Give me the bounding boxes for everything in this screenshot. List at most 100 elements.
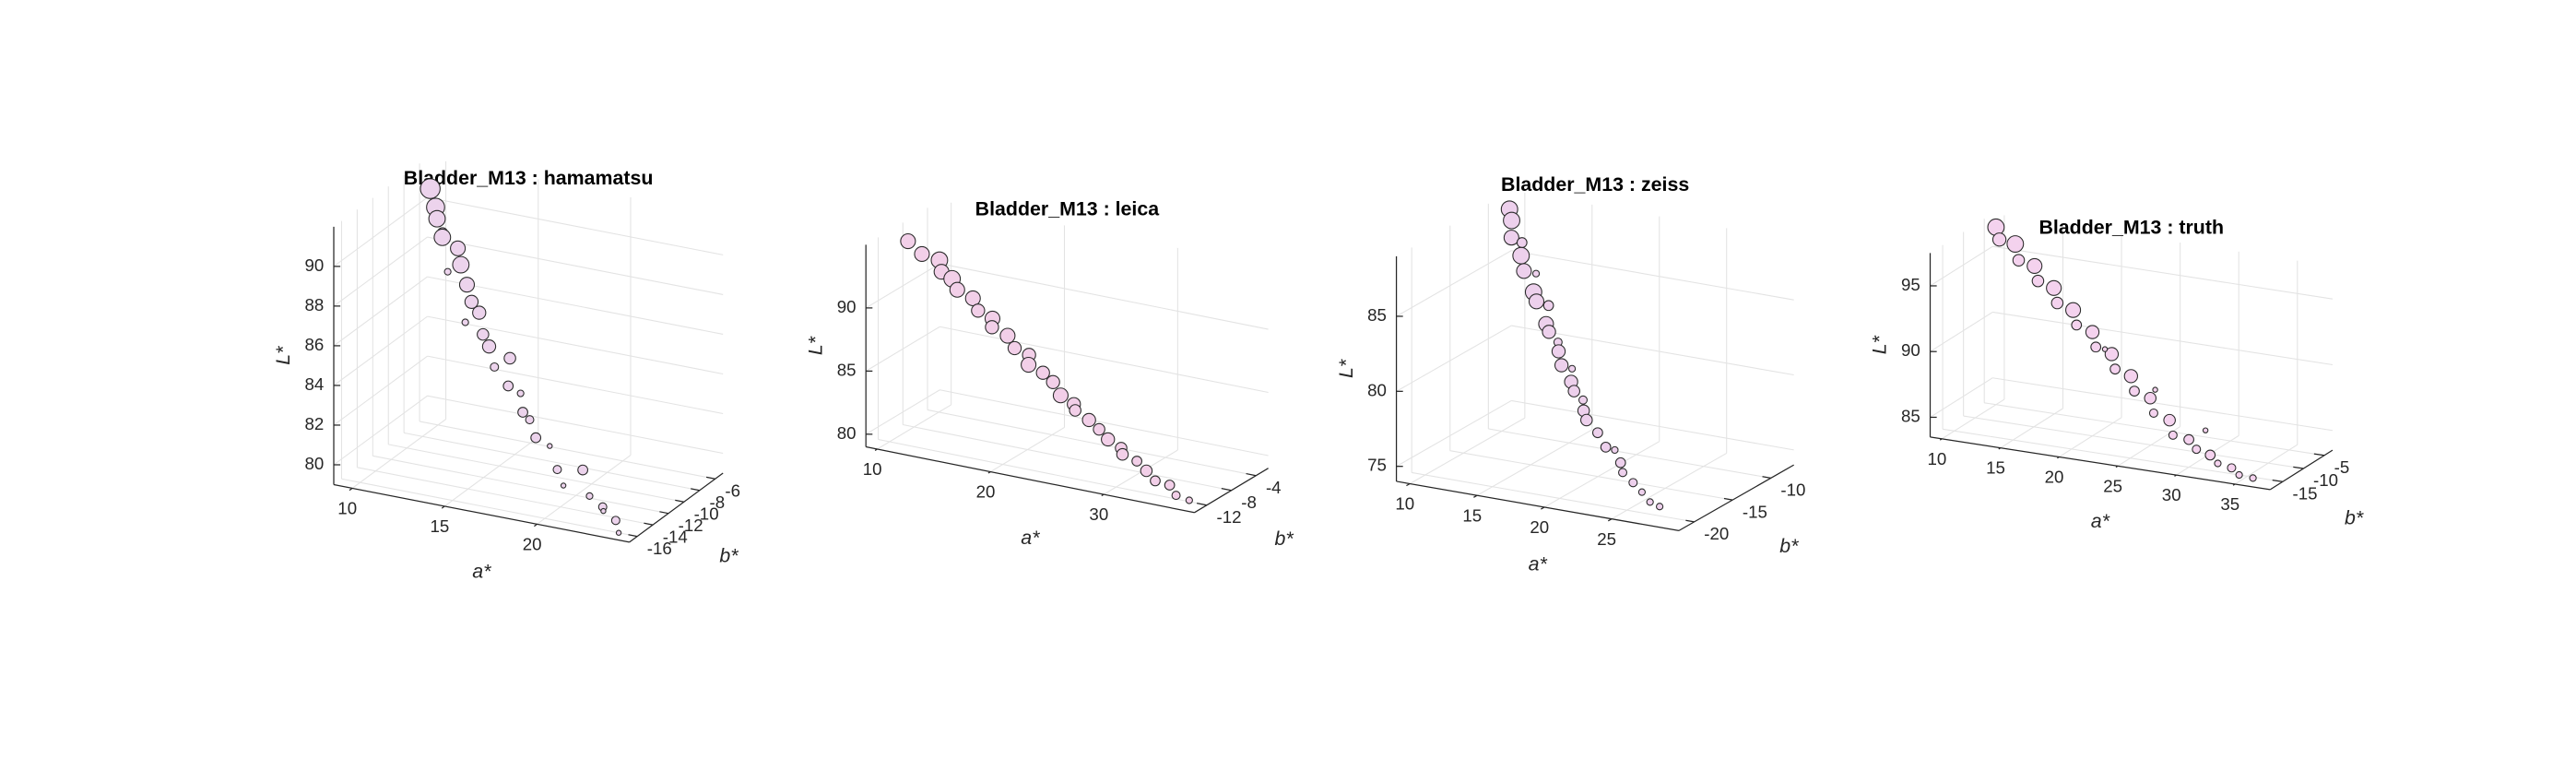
x-axis: [866, 445, 1195, 514]
point: [1611, 445, 1619, 455]
point: [1592, 427, 1603, 439]
point: [999, 327, 1016, 344]
y-tick: [675, 499, 685, 503]
point: [490, 362, 500, 372]
z-tick-label: 80: [305, 454, 325, 473]
y-tick-label: -12: [1217, 507, 1242, 527]
point: [900, 232, 916, 250]
grid-line: [927, 409, 1257, 477]
point: [2031, 274, 2045, 288]
z-tick-label: 90: [837, 297, 857, 316]
point: [2101, 346, 2109, 352]
point: [1991, 232, 2007, 247]
y-tick: [1723, 497, 1733, 501]
point: [1116, 447, 1129, 461]
y-tick-label: -8: [710, 492, 726, 512]
y-tick-label: -16: [647, 539, 672, 558]
grid-line: [357, 467, 654, 526]
point: [461, 318, 469, 326]
grid-line: [333, 315, 428, 386]
y-tick: [1197, 503, 1207, 506]
y-tick-label: -20: [1704, 524, 1729, 543]
grid-line: [939, 389, 1269, 457]
x-tick: [987, 471, 991, 474]
point: [1580, 413, 1593, 427]
point: [1512, 246, 1530, 265]
point: [1081, 412, 1096, 428]
grid-line: [427, 196, 724, 255]
y-tick: [706, 476, 715, 480]
grid-line: [351, 419, 446, 489]
point: [2152, 386, 2158, 393]
grid-line: [427, 276, 724, 335]
point: [2249, 474, 2257, 482]
z-tick-label: 86: [305, 335, 325, 354]
x-axis-label: a*: [2091, 510, 2110, 532]
y-tick-label: -10: [1780, 480, 1805, 500]
point: [914, 245, 930, 262]
y-tick: [644, 522, 654, 526]
x-tick: [1939, 438, 1943, 441]
panel: 10 15 20 -16-14-12-10-8-6 80 82 84 86 88 90 a* b* L*…: [272, 160, 740, 582]
z-axis-label: L*: [804, 336, 826, 355]
grid-line: [1930, 245, 1993, 287]
grid-line: [1511, 399, 1794, 451]
grid-line: [1930, 377, 1993, 418]
point: [2090, 341, 2102, 353]
grid-line: [1543, 441, 1660, 508]
point: [2046, 279, 2062, 296]
point: [1503, 230, 1519, 246]
x-axis-label: a*: [1529, 552, 1548, 575]
x-tick-label: 30: [2162, 485, 2181, 504]
x-axis: [1396, 480, 1680, 532]
point: [2202, 427, 2209, 433]
x-tick-label: 20: [2045, 468, 2064, 487]
x-tick: [2115, 465, 2119, 468]
point: [1542, 300, 1554, 312]
point: [2183, 433, 2194, 445]
y-tick: [659, 511, 669, 515]
x-tick: [2232, 483, 2236, 486]
point: [600, 507, 607, 515]
x-tick-label: 35: [2220, 494, 2239, 514]
panel: 10 15 20 25 30 35 -15-10-5 85 90 95 a* b* L* Bladder_…: [1869, 215, 2364, 532]
grid-line: [419, 421, 715, 480]
point: [971, 303, 986, 318]
y-tick: [2313, 453, 2325, 457]
y-tick: [2272, 479, 2283, 482]
y-tick-label: -8: [1241, 492, 1257, 512]
y-tick: [1221, 487, 1232, 492]
point: [2027, 257, 2043, 274]
grid-line: [333, 196, 428, 267]
grid-line: [1930, 312, 1993, 352]
point: [1614, 457, 1626, 468]
grid-line: [2234, 444, 2298, 485]
z-tick-label: 75: [1367, 456, 1387, 475]
y-tick: [628, 534, 638, 538]
point: [481, 339, 497, 354]
point: [502, 380, 514, 392]
grid-line: [1942, 428, 2283, 482]
grid-line: [443, 436, 539, 507]
point: [2163, 413, 2176, 427]
x-tick: [1101, 493, 1105, 497]
y-tick: [1762, 476, 1771, 479]
grid-line: [939, 326, 1269, 394]
grid-line: [404, 432, 700, 492]
grid-line: [341, 478, 638, 538]
x-tick: [534, 523, 538, 528]
point: [2227, 463, 2237, 473]
x-tick: [1998, 447, 2002, 450]
y-axis-label: b*: [1274, 528, 1294, 550]
point: [547, 443, 553, 449]
x-tick: [1607, 518, 1613, 522]
point: [428, 209, 446, 228]
z-axis-label: L*: [272, 346, 294, 365]
grid-line: [427, 355, 724, 415]
chart-title: Bladder_M13 : truth: [2038, 216, 2224, 238]
point: [433, 228, 452, 246]
grid-line: [427, 236, 724, 295]
point: [452, 255, 470, 274]
z-tick-label: 90: [1901, 340, 1920, 360]
